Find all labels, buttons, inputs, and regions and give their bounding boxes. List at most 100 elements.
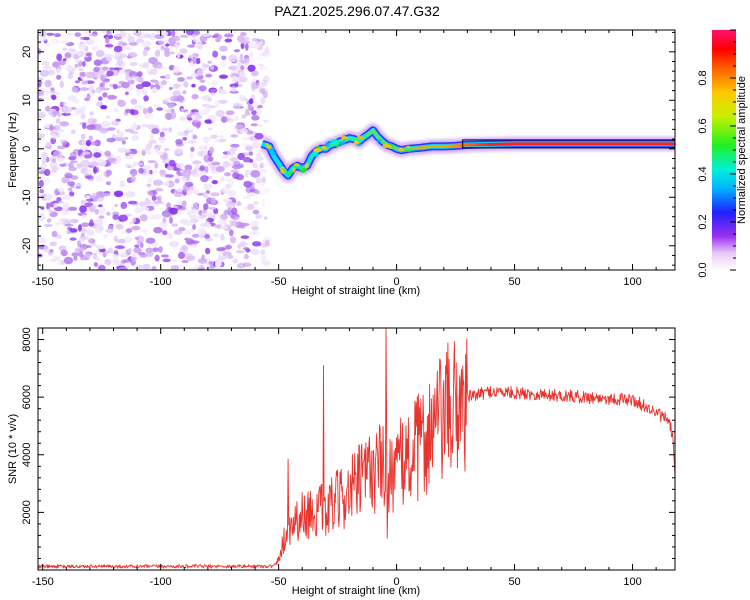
noise-speckle	[239, 127, 248, 134]
noise-speckle	[78, 251, 84, 258]
noise-speckle	[64, 173, 73, 179]
snr-x-label: Height of straight line (km)	[292, 585, 420, 597]
noise-speckle	[222, 198, 233, 203]
noise-speckle	[38, 179, 44, 188]
noise-speckle	[225, 201, 236, 208]
noise-speckle	[44, 79, 52, 88]
noise-speckle	[116, 261, 121, 267]
noise-speckle	[212, 232, 220, 238]
noise-speckle	[57, 156, 65, 162]
noise-speckle	[169, 240, 179, 248]
noise-speckle	[104, 44, 114, 48]
noise-speckle	[164, 109, 172, 113]
noise-speckle	[264, 46, 270, 54]
noise-speckle	[131, 225, 141, 231]
noise-speckle	[261, 176, 266, 183]
noise-speckle	[209, 88, 217, 93]
noise-speckle	[197, 228, 206, 235]
noise-speckle	[102, 251, 107, 258]
noise-speckle	[85, 169, 93, 176]
noise-speckle	[80, 199, 87, 205]
noise-speckle	[98, 264, 106, 270]
noise-speckle	[69, 191, 75, 197]
noise-speckle	[205, 238, 214, 242]
noise-speckle	[168, 87, 173, 90]
noise-speckle	[82, 122, 87, 130]
noise-speckle	[69, 152, 79, 158]
noise-speckle	[258, 87, 266, 93]
noise-speckle	[204, 211, 215, 217]
noise-speckle	[155, 30, 165, 34]
noise-speckle	[204, 166, 209, 173]
noise-speckle	[251, 82, 260, 89]
noise-speckle	[91, 89, 96, 94]
noise-speckle	[216, 247, 226, 252]
noise-speckle	[136, 241, 142, 245]
ridge-blob	[280, 169, 286, 174]
noise-speckle	[154, 188, 164, 192]
noise-speckle	[174, 36, 181, 42]
noise-speckle	[182, 184, 188, 192]
noise-speckle	[46, 218, 52, 223]
noise-speckle	[56, 234, 62, 240]
noise-speckle	[251, 70, 259, 77]
noise-speckle	[136, 89, 141, 96]
noise-speckle	[138, 167, 144, 174]
noise-speckle	[63, 106, 73, 114]
noise-speckle	[181, 260, 189, 263]
noise-speckle	[93, 66, 100, 73]
noise-speckle	[148, 32, 157, 41]
noise-speckle	[104, 150, 111, 157]
noise-speckle	[56, 145, 66, 150]
noise-speckle	[265, 239, 270, 246]
noise-speckle	[154, 34, 165, 39]
noise-speckle	[183, 221, 193, 226]
noise-speckle	[59, 121, 69, 127]
noise-speckle	[236, 201, 242, 206]
noise-speckle	[241, 114, 247, 119]
noise-speckle	[218, 99, 228, 104]
noise-speckle	[181, 200, 187, 208]
noise-speckle	[56, 197, 62, 202]
snr-frame	[37, 327, 676, 571]
noise-speckle	[91, 45, 99, 51]
y-tick-label: 2000	[21, 500, 33, 524]
noise-speckle	[56, 53, 63, 62]
noise-speckle	[259, 244, 268, 248]
y-tick-label: -20	[21, 238, 33, 254]
noise-speckle	[107, 94, 117, 100]
noise-speckle	[192, 111, 200, 116]
noise-speckle	[189, 185, 196, 190]
noise-speckle	[50, 166, 60, 171]
noise-speckle	[45, 193, 53, 201]
noise-speckle	[233, 160, 241, 167]
noise-speckle	[171, 223, 179, 227]
noise-speckle	[86, 124, 96, 130]
noise-speckle	[165, 73, 171, 80]
noise-speckle	[105, 36, 110, 44]
noise-speckle	[151, 195, 157, 201]
noise-speckle	[125, 71, 130, 79]
noise-speckle	[100, 121, 111, 129]
noise-speckle	[188, 214, 198, 219]
noise-speckle	[135, 84, 144, 90]
noise-speckle	[124, 156, 134, 159]
noise-speckle	[47, 69, 56, 76]
noise-speckle	[115, 224, 124, 230]
noise-speckle	[252, 209, 260, 215]
noise-speckle	[192, 56, 197, 64]
noise-speckle	[261, 254, 269, 261]
noise-speckle	[235, 173, 244, 181]
noise-speckle	[263, 187, 271, 195]
noise-speckle	[44, 168, 51, 177]
colorbar-tick-label: 0.8	[697, 70, 709, 85]
noise-speckle	[190, 208, 199, 215]
noise-speckle	[92, 166, 100, 174]
ridge-blob	[376, 139, 382, 143]
noise-speckle	[54, 222, 62, 226]
noise-speckle	[114, 137, 125, 142]
y-tick-label: 0	[21, 146, 33, 152]
noise-speckle	[141, 172, 152, 177]
noise-speckle	[141, 81, 151, 88]
